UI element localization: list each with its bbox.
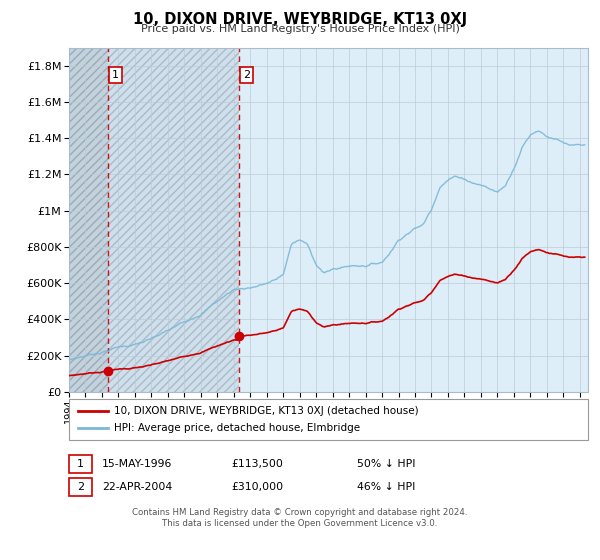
Text: £113,500: £113,500	[231, 459, 283, 469]
Text: 46% ↓ HPI: 46% ↓ HPI	[357, 482, 415, 492]
Text: 15-MAY-1996: 15-MAY-1996	[102, 459, 172, 469]
Bar	[108, 48, 239, 392]
Text: £310,000: £310,000	[231, 482, 283, 492]
Text: 10, DIXON DRIVE, WEYBRIDGE, KT13 0XJ: 10, DIXON DRIVE, WEYBRIDGE, KT13 0XJ	[133, 12, 467, 27]
Text: Price paid vs. HM Land Registry's House Price Index (HPI): Price paid vs. HM Land Registry's House …	[140, 24, 460, 34]
Text: 1: 1	[77, 459, 84, 469]
Text: 10, DIXON DRIVE, WEYBRIDGE, KT13 0XJ (detached house): 10, DIXON DRIVE, WEYBRIDGE, KT13 0XJ (de…	[114, 405, 419, 416]
Text: HPI: Average price, detached house, Elmbridge: HPI: Average price, detached house, Elmb…	[114, 423, 360, 433]
Text: 2: 2	[243, 70, 250, 80]
Text: 50% ↓ HPI: 50% ↓ HPI	[357, 459, 415, 469]
Text: 22-APR-2004: 22-APR-2004	[102, 482, 172, 492]
Text: 1: 1	[112, 70, 119, 80]
Text: This data is licensed under the Open Government Licence v3.0.: This data is licensed under the Open Gov…	[163, 519, 437, 528]
Text: Contains HM Land Registry data © Crown copyright and database right 2024.: Contains HM Land Registry data © Crown c…	[132, 508, 468, 517]
Bar	[69, 48, 108, 392]
Bar	[69, 48, 108, 392]
Bar	[108, 48, 239, 392]
Text: 2: 2	[77, 482, 84, 492]
